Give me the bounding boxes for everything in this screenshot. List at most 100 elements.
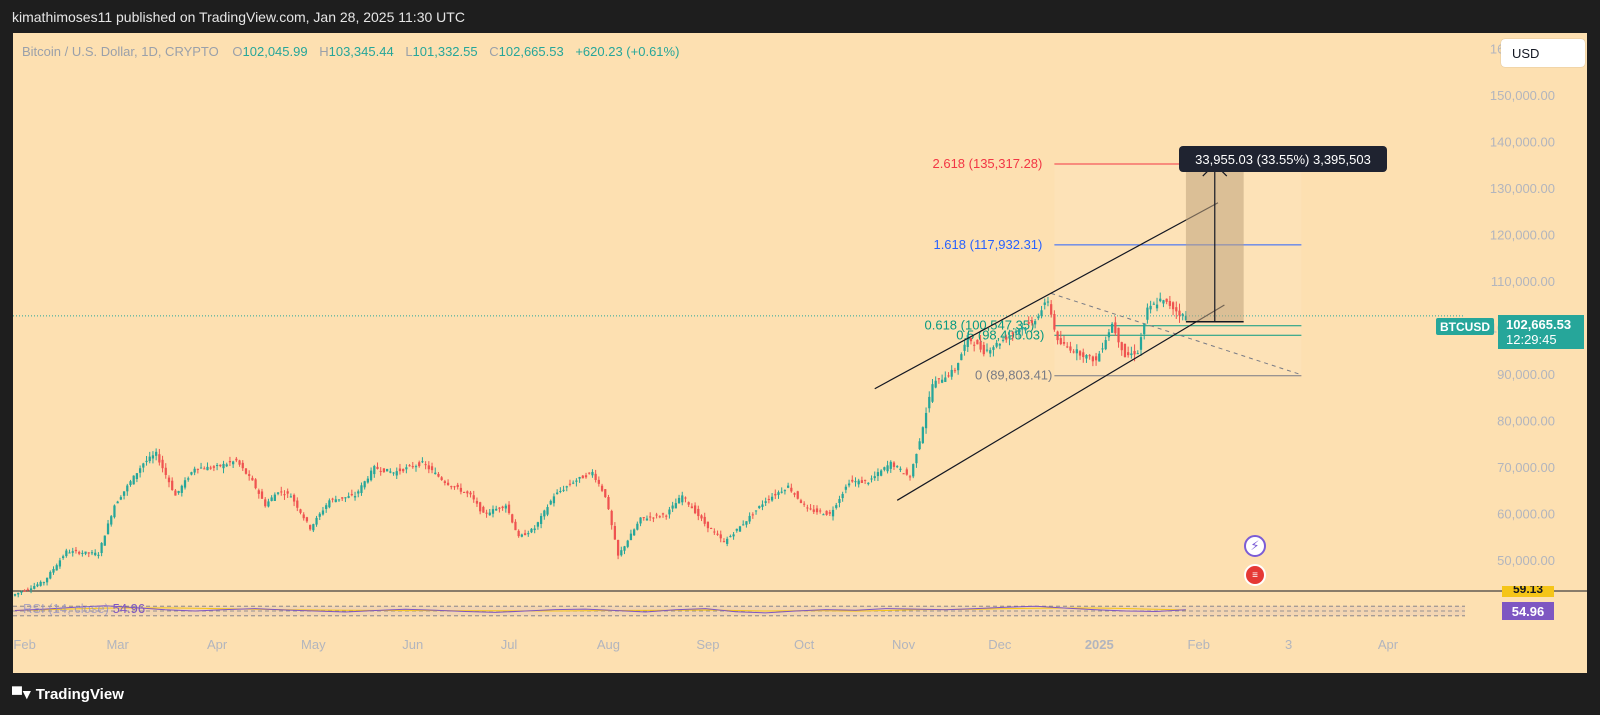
channel-upper-line bbox=[874, 202, 1219, 390]
candle-body bbox=[677, 497, 681, 504]
candle-body bbox=[860, 480, 864, 483]
candle-body bbox=[681, 495, 684, 503]
candle-body bbox=[1030, 320, 1034, 323]
y-tick-label: 120,000.00 bbox=[1490, 227, 1555, 242]
candle-body bbox=[273, 494, 276, 501]
candle-body bbox=[482, 506, 485, 513]
candle-body bbox=[434, 472, 437, 475]
candle-body bbox=[206, 466, 209, 471]
x-tick-label: Dec bbox=[988, 637, 1012, 652]
candle-body bbox=[863, 479, 867, 481]
us-flag-icon[interactable]: ≡ bbox=[1244, 564, 1266, 586]
channel-lower-line bbox=[896, 304, 1225, 501]
candle-body bbox=[693, 505, 697, 514]
candle-body bbox=[1101, 348, 1104, 350]
candle-body bbox=[1165, 298, 1168, 302]
candle-body bbox=[1017, 329, 1021, 335]
candle-body bbox=[1094, 356, 1098, 361]
candle-body bbox=[979, 341, 982, 350]
fib-level-label: 0.5 (98,495.03) bbox=[956, 327, 1044, 342]
candle-body bbox=[854, 481, 857, 483]
candle-body bbox=[386, 468, 389, 472]
candle-body bbox=[177, 490, 180, 493]
candle-body bbox=[350, 494, 353, 496]
candle-body bbox=[171, 480, 174, 490]
candle-body bbox=[23, 590, 26, 592]
y-tick-label: 150,000.00 bbox=[1490, 88, 1555, 103]
candle-body bbox=[135, 473, 139, 480]
candle-body bbox=[1072, 351, 1075, 353]
candle-body bbox=[726, 538, 729, 544]
candle-body bbox=[312, 524, 315, 531]
y-tick-label: 90,000.00 bbox=[1497, 367, 1555, 382]
candle-body bbox=[976, 339, 979, 345]
x-tick-label: Feb bbox=[13, 637, 35, 652]
x-tick-label: Apr bbox=[1378, 637, 1399, 652]
candle-body bbox=[886, 465, 889, 472]
candle-body bbox=[642, 517, 645, 519]
candle-body bbox=[523, 533, 527, 536]
candle-body bbox=[517, 530, 520, 537]
last-price-tag: 102,665.53 12:29:45 bbox=[1498, 315, 1584, 349]
candle-body bbox=[1088, 355, 1091, 357]
candle-body bbox=[360, 485, 363, 494]
candle-body bbox=[183, 480, 187, 488]
candle-body bbox=[1127, 352, 1130, 356]
candle-body bbox=[264, 499, 267, 507]
candle-body bbox=[328, 500, 331, 508]
candle-body bbox=[870, 478, 873, 480]
x-tick-label: Sep bbox=[696, 637, 719, 652]
candle-body bbox=[889, 461, 892, 469]
candle-body bbox=[995, 342, 998, 347]
candle-body bbox=[770, 496, 774, 501]
lightning-icon[interactable]: ⚡ bbox=[1244, 535, 1266, 557]
candle-body bbox=[1011, 332, 1014, 334]
fib-level-label: 0 (89,803.41) bbox=[975, 368, 1052, 383]
candle-body bbox=[940, 379, 944, 383]
candle-body bbox=[495, 508, 498, 511]
candle-body bbox=[187, 478, 190, 480]
x-tick-label: Nov bbox=[892, 637, 916, 652]
candle-body bbox=[568, 483, 572, 485]
currency-selector[interactable]: USD bbox=[1501, 39, 1585, 67]
candle-body bbox=[1001, 339, 1005, 341]
candle-body bbox=[796, 491, 799, 499]
candle-body bbox=[892, 462, 896, 467]
candle-body bbox=[565, 486, 568, 488]
candle-body bbox=[485, 512, 488, 514]
symbol-description: Bitcoin / U.S. Dollar, 1D, CRYPTO bbox=[22, 44, 219, 59]
candle-body bbox=[209, 467, 212, 469]
candle-body bbox=[1107, 332, 1111, 338]
candle-body bbox=[337, 499, 341, 501]
candle-body bbox=[61, 556, 65, 558]
candle-body bbox=[799, 500, 803, 503]
x-tick-label: 3 bbox=[1285, 637, 1292, 652]
price-chart[interactable]: 160,000.00150,000.00140,000.00130,000.00… bbox=[13, 33, 1587, 673]
candle-body bbox=[790, 487, 793, 492]
candle-body bbox=[819, 510, 822, 512]
candle-body bbox=[953, 370, 957, 372]
chart-area[interactable]: 160,000.00150,000.00140,000.00130,000.00… bbox=[13, 33, 1587, 673]
candle-body bbox=[267, 501, 270, 507]
candle-body bbox=[1050, 304, 1053, 315]
candle-body bbox=[556, 492, 559, 495]
candle-body bbox=[1091, 356, 1094, 362]
candle-body bbox=[1062, 342, 1066, 344]
candle-body bbox=[161, 459, 164, 469]
candle-body bbox=[341, 497, 344, 499]
candle-body bbox=[331, 498, 334, 500]
candle-body bbox=[164, 467, 167, 475]
candle-body bbox=[857, 480, 860, 485]
candle-body bbox=[1027, 322, 1030, 324]
rsi-legend: RSI (14, close) 54.96 bbox=[23, 601, 145, 616]
candle-body bbox=[912, 464, 915, 477]
candle-body bbox=[58, 560, 62, 567]
candle-body bbox=[597, 479, 600, 484]
rsi-legend-value: 54.96 bbox=[112, 601, 146, 616]
candle-body bbox=[138, 468, 142, 473]
candle-body bbox=[90, 552, 94, 554]
candle-body bbox=[745, 521, 748, 525]
candle-body bbox=[276, 492, 280, 494]
candle-body bbox=[546, 507, 549, 515]
axis-corner bbox=[1465, 660, 1587, 673]
